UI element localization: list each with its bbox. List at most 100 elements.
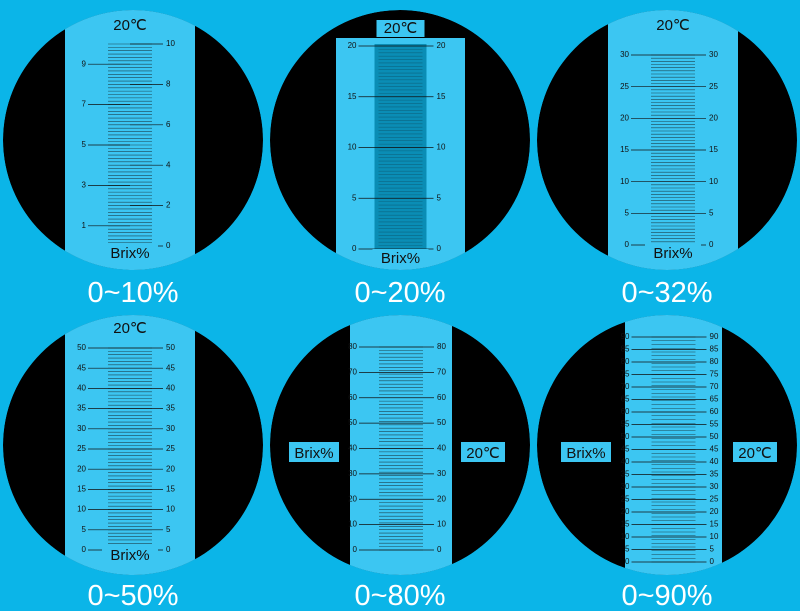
tick-label: 90 <box>621 332 630 341</box>
tick-label: 75 <box>621 370 630 379</box>
tick-label: 80 <box>437 342 446 351</box>
tick-label: 50 <box>166 343 175 352</box>
tick-label: 2 <box>166 201 171 210</box>
tick-label: 70 <box>621 382 630 391</box>
tick-label: 90 <box>710 332 719 341</box>
temperature-box <box>461 442 505 462</box>
tick-label: 40 <box>348 444 357 453</box>
tick-label: 15 <box>709 145 718 154</box>
tick-label: 10 <box>710 532 719 541</box>
label-bg <box>376 20 425 37</box>
range-caption: 0~50% <box>87 580 178 611</box>
tick-label: 20 <box>437 494 446 503</box>
tick-label: 25 <box>710 495 719 504</box>
tick-label: 25 <box>621 495 630 504</box>
tick-label: 20 <box>620 113 629 122</box>
label-bg <box>106 17 154 34</box>
tick-label: 0 <box>437 244 442 253</box>
tick-label: 5 <box>710 545 715 554</box>
temperature: 20℃ <box>738 445 772 462</box>
tick-label: 60 <box>348 393 357 402</box>
tick-label: 10 <box>709 177 718 186</box>
tick-label: 65 <box>621 395 630 404</box>
range-caption: 0~20% <box>354 277 445 309</box>
tick-label: 55 <box>621 420 630 429</box>
tick-label: 30 <box>709 50 718 59</box>
tick-label: 10 <box>437 143 446 152</box>
tick-label: 10 <box>348 143 357 152</box>
tick-label: 10 <box>348 520 357 529</box>
tick-label: 30 <box>710 482 719 491</box>
tick-label: 50 <box>437 418 446 427</box>
tick-label: 6 <box>166 120 171 129</box>
tick-label: 35 <box>710 470 719 479</box>
temperature: 20℃ <box>656 17 690 34</box>
label-bg <box>645 244 701 262</box>
scale-strip <box>65 10 195 270</box>
scale-panel: 80 70 60 50 40 30 20 10 0 80 70 60 50 40 30 20 10 0 Brix% 2… <box>270 315 530 575</box>
range-caption: 0~90% <box>621 580 712 611</box>
tick-label: 0 <box>82 545 87 554</box>
tick-label: 15 <box>710 520 719 529</box>
tick-label: 0 <box>625 557 630 566</box>
tick-label: 15 <box>437 92 446 101</box>
tick-label: 0 <box>710 557 715 566</box>
tick-label: 50 <box>348 418 357 427</box>
tick-label: 10 <box>166 505 175 514</box>
label-bg <box>106 320 154 337</box>
scale-panel: 20 15 10 5 0 20 15 10 5 0 20℃ Brix% <box>270 10 530 270</box>
tick-label: 45 <box>77 363 86 372</box>
tick-label: 30 <box>621 482 630 491</box>
tick-label: 70 <box>710 382 719 391</box>
tick-label: 75 <box>710 370 719 379</box>
tick-label: 45 <box>166 363 175 372</box>
tick-label: 5 <box>625 545 630 554</box>
tick-label: 30 <box>620 50 629 59</box>
range-caption: 0~32% <box>621 277 712 309</box>
tick-label: 60 <box>710 407 719 416</box>
tick-label: 70 <box>348 367 357 376</box>
tick-label: 25 <box>709 82 718 91</box>
unit-box <box>289 442 339 462</box>
tick-label: 85 <box>710 345 719 354</box>
tick-label: 60 <box>621 407 630 416</box>
label-bg <box>102 244 158 262</box>
tick-label: 15 <box>348 92 357 101</box>
scale-panel: 9 7 5 3 1 10 8 6 4 2 0 20℃ Brix% <box>3 10 263 270</box>
tick-label: 20 <box>166 464 175 473</box>
tick-label: 60 <box>437 393 446 402</box>
tick-label: 0 <box>353 545 358 554</box>
unit: Brix% <box>381 250 420 267</box>
tick-label: 30 <box>166 424 175 433</box>
tick-label: 15 <box>77 485 86 494</box>
label-bg <box>649 17 697 34</box>
tick-label: 20 <box>437 41 446 50</box>
tick-label: 80 <box>348 342 357 351</box>
tick-label: 45 <box>621 445 630 454</box>
tick-label: 0 <box>352 244 357 253</box>
tick-label: 0 <box>437 545 442 554</box>
tick-label: 20 <box>709 113 718 122</box>
temperature: 20℃ <box>113 17 147 34</box>
tick-label: 40 <box>166 384 175 393</box>
tick-label: 20 <box>710 507 719 516</box>
tick-label: 8 <box>166 80 171 89</box>
tick-label: 3 <box>82 181 87 190</box>
range-caption: 0~80% <box>354 580 445 611</box>
tick-label: 10 <box>437 520 446 529</box>
scale-panel: 5045403530252015105050454035302520151050… <box>3 315 263 575</box>
tick-label: 35 <box>621 470 630 479</box>
tick-label: 4 <box>166 160 171 169</box>
tick-label: 10 <box>166 39 175 48</box>
tick-label: 15 <box>166 485 175 494</box>
tick-label: 5 <box>437 193 442 202</box>
tick-label: 5 <box>709 208 714 217</box>
tick-label: 40 <box>621 457 630 466</box>
tick-label: 5 <box>352 193 357 202</box>
tick-label: 20 <box>621 507 630 516</box>
tick-label: 55 <box>710 420 719 429</box>
scale-panel: 30 25 20 15 10 5 0 30 25 20 15 10 5 0 20℃ Brix% <box>537 10 797 270</box>
tick-label: 25 <box>620 82 629 91</box>
